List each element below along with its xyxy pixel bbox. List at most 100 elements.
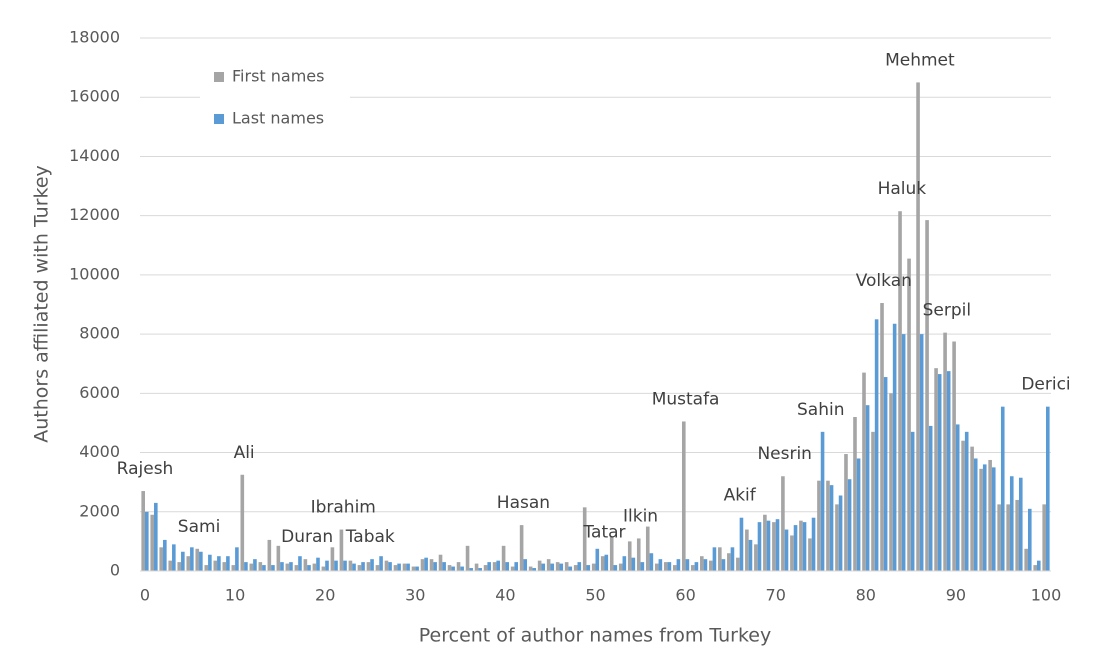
- bar: [411, 566, 416, 571]
- bar: [397, 563, 401, 571]
- bar: [586, 565, 591, 571]
- bar: [298, 556, 302, 571]
- bar: [199, 551, 203, 571]
- bar: [799, 520, 803, 571]
- bar: [487, 562, 491, 571]
- bar: [1042, 504, 1046, 571]
- bar: [492, 562, 497, 571]
- bar: [709, 560, 713, 571]
- bar: [150, 514, 155, 571]
- bar: [402, 563, 407, 571]
- bar: [285, 563, 290, 571]
- bar: [213, 560, 218, 571]
- bar: [892, 323, 897, 571]
- bar: [784, 529, 789, 571]
- bar: [361, 562, 365, 571]
- annotation: Haluk: [878, 179, 927, 199]
- bar: [532, 568, 537, 571]
- bar: [316, 557, 320, 571]
- bar: [727, 553, 731, 571]
- y-tick-label: 0: [110, 561, 120, 580]
- bar: [1024, 548, 1028, 571]
- x-tick-label: 60: [675, 586, 695, 605]
- bar: [465, 545, 470, 571]
- bar: [195, 548, 200, 571]
- bar: [937, 374, 942, 571]
- y-tick-label: 12000: [69, 205, 120, 224]
- bar: [907, 258, 911, 571]
- bar: [775, 519, 780, 571]
- bar: [649, 553, 654, 571]
- bar: [955, 424, 960, 571]
- bar: [208, 554, 212, 571]
- bar: [766, 520, 771, 571]
- bar: [271, 565, 275, 571]
- bar: [519, 525, 524, 571]
- x-tick-label: 100: [1031, 586, 1062, 605]
- bar: [267, 539, 272, 571]
- bar: [676, 559, 681, 571]
- bar: [919, 334, 924, 571]
- bar: [325, 560, 329, 571]
- bar: [420, 559, 425, 571]
- y-tick-label: 18000: [69, 28, 120, 47]
- annotation: Mustafa: [652, 389, 720, 409]
- bar: [375, 565, 380, 571]
- bar: [613, 565, 618, 571]
- bar: [222, 562, 227, 571]
- x-tick-label: 10: [225, 586, 245, 605]
- bar: [640, 562, 645, 571]
- x-tick-label: 70: [766, 586, 786, 605]
- bar: [802, 522, 807, 571]
- bar: [880, 303, 884, 571]
- bar: [334, 560, 338, 571]
- bar: [357, 565, 362, 571]
- bar: [352, 563, 356, 571]
- bar: [609, 536, 614, 571]
- bar: [739, 517, 744, 571]
- bar: [226, 556, 230, 571]
- annotation: Mehmet: [885, 50, 955, 70]
- bar: [694, 562, 699, 571]
- bar: [631, 557, 636, 571]
- y-axis-title: Authors affiliated with Turkey: [31, 165, 53, 443]
- annotation: Ali: [234, 443, 255, 463]
- bar: [438, 554, 443, 571]
- bar: [141, 491, 145, 571]
- legend-background: [200, 62, 350, 136]
- bar: [672, 565, 677, 571]
- bar: [406, 563, 410, 571]
- bar: [523, 559, 528, 571]
- bar: [1027, 508, 1032, 571]
- bar: [240, 474, 245, 571]
- annotation: Duran: [281, 527, 333, 547]
- bar: [564, 562, 569, 571]
- bar: [745, 529, 749, 571]
- bar: [168, 560, 173, 571]
- bar: [393, 565, 398, 571]
- bar: [190, 547, 194, 571]
- bar: [595, 548, 600, 571]
- legend: First names Last names: [200, 62, 350, 136]
- bar: [916, 82, 920, 572]
- annotation: Volkan: [856, 271, 912, 291]
- bar: [442, 562, 446, 571]
- bar: [883, 377, 888, 571]
- bar: [568, 566, 573, 571]
- annotation: Tabak: [345, 527, 395, 547]
- bar: [681, 421, 686, 571]
- bar: [321, 566, 326, 571]
- bar: [1015, 499, 1019, 571]
- annotation: Serpil: [923, 301, 971, 321]
- y-tick-label: 4000: [79, 442, 120, 461]
- bar: [501, 545, 506, 571]
- bar: [718, 547, 722, 571]
- bar: [757, 522, 762, 571]
- bar: [244, 562, 248, 571]
- bar: [258, 562, 263, 571]
- bar: [901, 334, 906, 571]
- bar: [217, 556, 221, 571]
- bar: [366, 562, 371, 571]
- bar: [736, 557, 740, 571]
- bar: [991, 467, 996, 571]
